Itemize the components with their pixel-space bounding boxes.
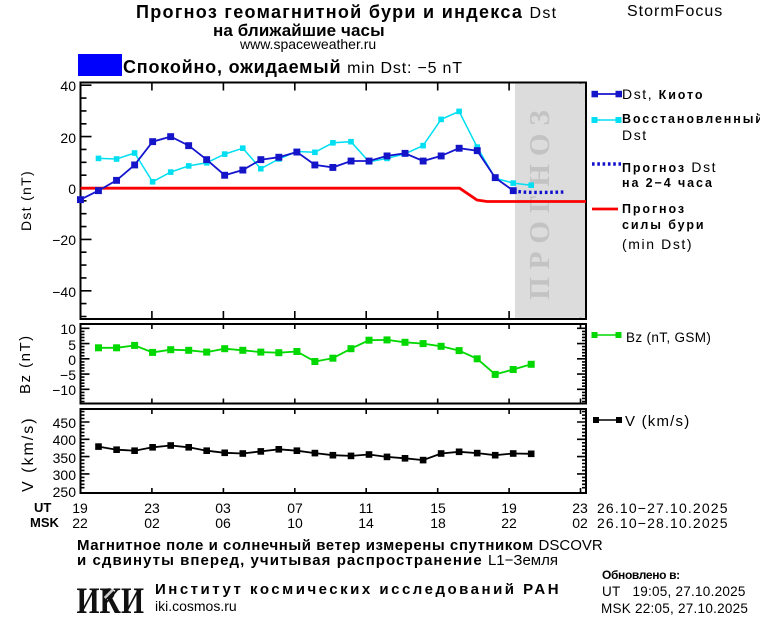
svg-text:ИКИ: ИКИ [77, 581, 145, 620]
